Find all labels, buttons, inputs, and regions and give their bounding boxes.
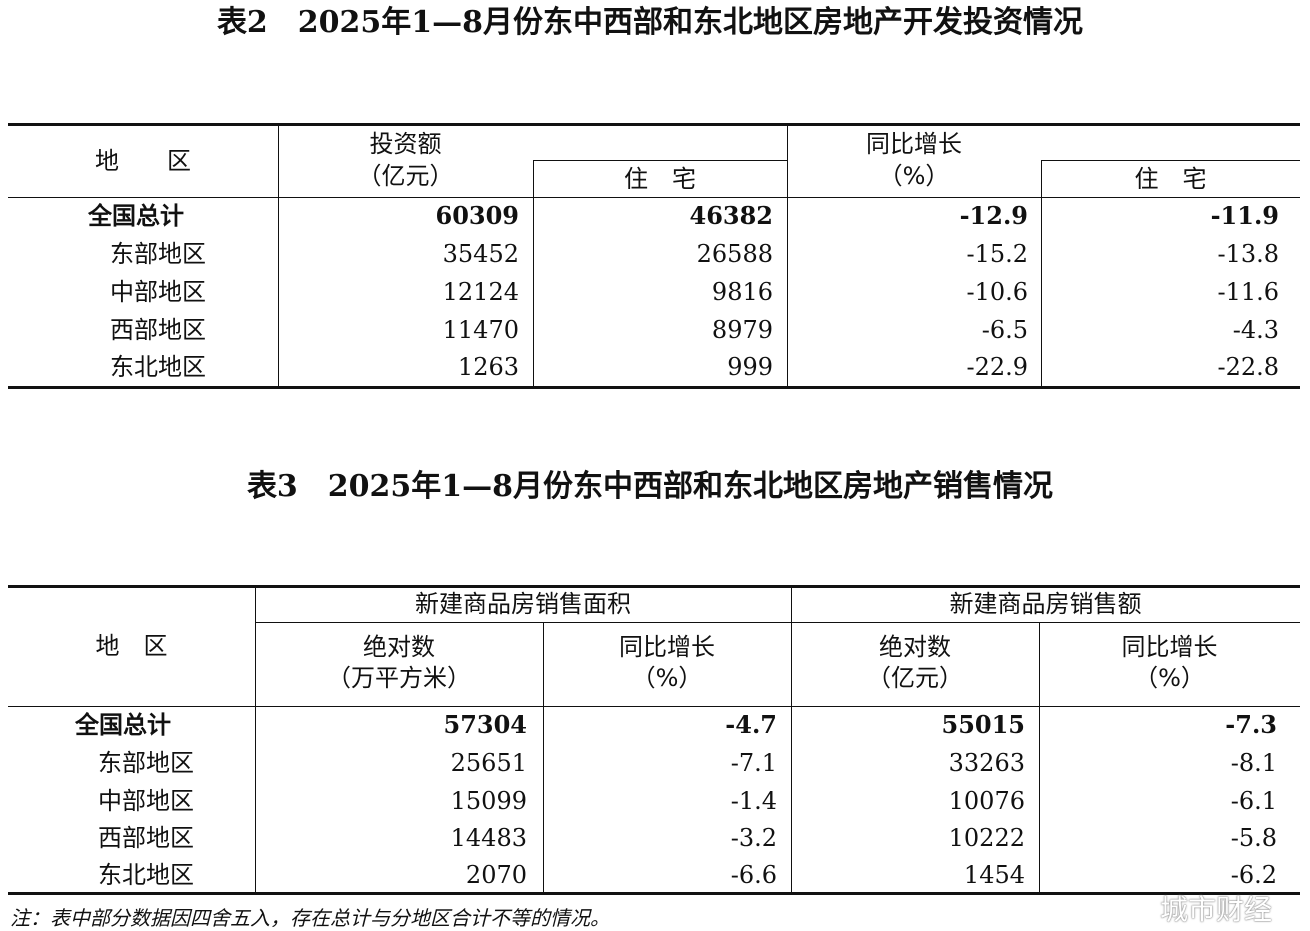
cell-sales-growth: -6.2 [1230, 861, 1277, 889]
header-area-growth-unit: （%） [631, 664, 703, 692]
rule [8, 585, 1300, 588]
cell-area-growth: -1.4 [730, 787, 777, 815]
rule [8, 892, 1300, 895]
cell-growth: -10.6 [966, 278, 1028, 306]
cell-sales: 10222 [948, 824, 1025, 852]
rule [8, 123, 1300, 126]
row-region: 西部地区 [110, 316, 206, 344]
header-area-abs: 绝对数 [363, 633, 435, 661]
row-region: 东北地区 [98, 861, 194, 889]
watermark: 城市财经 [1160, 893, 1273, 926]
cell-area: 57304 [443, 710, 528, 739]
header-area-group: 新建商品房销售面积 [415, 590, 631, 618]
cell-area-growth: -4.7 [725, 710, 777, 739]
header-sales-abs: 绝对数 [879, 633, 951, 661]
cell-residential: 999 [727, 353, 773, 381]
header-area-growth: 同比增长 [619, 633, 715, 661]
cell-sales: 10076 [948, 787, 1025, 815]
row-region: 西部地区 [98, 824, 194, 852]
cell-residential: 8979 [711, 316, 773, 344]
rule [1041, 160, 1042, 387]
cell-investment: 11470 [442, 316, 519, 344]
rule [8, 706, 1300, 707]
rule [1039, 622, 1040, 893]
header-region: 地 区 [95, 632, 168, 660]
cell-growth-residential: -13.8 [1217, 240, 1279, 268]
cell-investment: 35452 [442, 240, 519, 268]
table3-title: 表3 2025年1—8月份东中西部和东北地区房地产销售情况 [246, 469, 1054, 504]
cell-investment: 60309 [435, 201, 520, 230]
cell-sales-growth: -5.8 [1230, 824, 1277, 852]
cell-growth-residential: -22.8 [1217, 353, 1279, 381]
cell-sales-growth: -6.1 [1230, 787, 1277, 815]
cell-area-growth: -6.6 [730, 861, 777, 889]
cell-growth-residential: -4.3 [1232, 316, 1279, 344]
cell-sales-growth: -7.3 [1225, 710, 1277, 739]
rule [787, 124, 788, 387]
cell-sales: 55015 [941, 710, 1026, 739]
cell-residential: 46382 [689, 201, 774, 230]
rule [278, 124, 279, 387]
header-region: 地 区 [95, 147, 191, 175]
cell-growth-residential: -11.6 [1217, 278, 1279, 306]
row-region: 东北地区 [110, 353, 206, 381]
table2-title: 表2 2025年1—8月份东中西部和东北地区房地产开发投资情况 [216, 5, 1084, 40]
rule [543, 622, 544, 893]
cell-area: 14483 [450, 824, 527, 852]
row-region: 全国总计 [75, 711, 171, 739]
cell-area: 2070 [465, 861, 527, 889]
header-growth-residential: 住 宅 [1134, 165, 1207, 193]
header-sales-growth: 同比增长 [1121, 633, 1218, 661]
row-region: 东部地区 [98, 749, 194, 777]
header-growth-unit: （%） [878, 162, 950, 190]
header-investment: 投资额 [369, 130, 442, 158]
cell-sales: 1454 [963, 861, 1025, 889]
header-sales-growth-unit: （%） [1134, 664, 1205, 692]
cell-growth-residential: -11.9 [1210, 201, 1279, 230]
cell-investment: 12124 [442, 278, 519, 306]
rule [8, 197, 1300, 198]
row-region: 全国总计 [88, 202, 184, 230]
header-sales-unit: （亿元） [867, 664, 963, 692]
header-investment-unit: （亿元） [357, 162, 454, 190]
header-area-unit: （万平方米） [327, 664, 471, 692]
rule [533, 160, 787, 161]
cell-area-growth: -7.1 [730, 749, 777, 777]
cell-sales-growth: -8.1 [1230, 749, 1277, 777]
rule [8, 386, 1300, 389]
header-sales-group: 新建商品房销售额 [949, 590, 1142, 618]
cell-growth: -15.2 [966, 240, 1028, 268]
header-growth: 同比增长 [866, 130, 962, 158]
row-region: 东部地区 [110, 240, 206, 268]
row-region: 中部地区 [98, 787, 194, 815]
cell-sales: 33263 [948, 749, 1025, 777]
rule [1041, 160, 1300, 161]
rule [255, 586, 256, 893]
cell-area-growth: -3.2 [730, 824, 777, 852]
row-region: 中部地区 [110, 278, 206, 306]
rule [791, 586, 792, 893]
cell-investment: 1263 [457, 353, 519, 381]
cell-residential: 26588 [696, 240, 773, 268]
header-residential: 住 宅 [624, 165, 696, 193]
cell-area: 15099 [450, 787, 527, 815]
cell-growth: -22.9 [966, 353, 1028, 381]
cell-growth: -6.5 [981, 316, 1028, 344]
cell-residential: 9816 [711, 278, 773, 306]
rule [255, 622, 1300, 623]
footnote: 注：表中部分数据因四舍五入，存在总计与分地区合计不等的情况。 [10, 906, 610, 930]
rule [533, 160, 534, 387]
cell-area: 25651 [450, 749, 527, 777]
cell-growth: -12.9 [959, 201, 1028, 230]
